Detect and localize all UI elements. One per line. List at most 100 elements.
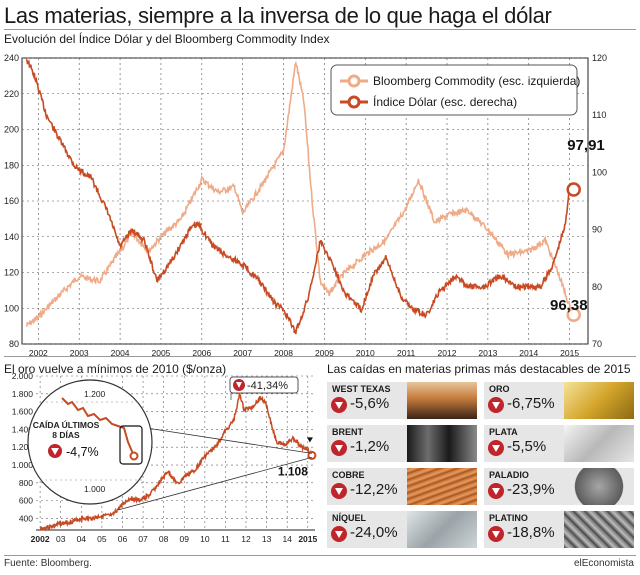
gold-y-tick-label: 1.000 xyxy=(12,460,34,470)
fall-change: -24,0% xyxy=(350,524,398,541)
down-arrow-icon xyxy=(331,397,347,413)
gold-x-tick-label: 2015 xyxy=(298,534,317,544)
x-tick-label: 2009 xyxy=(315,348,334,358)
y-right-tick-label: 80 xyxy=(592,282,602,292)
gold-chart: 2.000 1.800 1.600 1.400 1.200 1.000 800 600 400 2… xyxy=(12,372,318,544)
fall-panel: NÍQUEL -24,0% xyxy=(327,511,477,548)
fall-name: PLATA xyxy=(489,427,518,437)
gold-x-tick-label: 04 xyxy=(77,534,87,544)
fall-change: -12,2% xyxy=(350,481,398,498)
inset-tick-1000: 1.000 xyxy=(84,484,106,494)
inset-connector-top xyxy=(139,426,312,454)
gold-y-tick-label: 1.600 xyxy=(12,407,34,417)
fall-panel: PLATINO -18,8% xyxy=(484,511,634,548)
y-right-tick-label: 70 xyxy=(592,339,602,349)
fall-name: WEST TEXAS xyxy=(332,384,391,394)
x-tick-label: 2005 xyxy=(151,348,170,358)
y-left-tick-label: 240 xyxy=(4,53,19,63)
brand-label: elEconomista xyxy=(573,558,634,569)
y-left-tick-label: 120 xyxy=(4,268,19,278)
x-tick-label: 2006 xyxy=(192,348,211,358)
x-tick-label: 2015 xyxy=(560,348,579,358)
gold-y-tick-label: 800 xyxy=(19,478,33,488)
gold-x-tick-label: 09 xyxy=(180,534,190,544)
down-arrow-icon xyxy=(488,483,504,499)
dollar-commodity-chart: 80 100 120 140 160 180 200 220 240 70 80 90 100 110 12… xyxy=(4,53,607,358)
legend-dollar-label: Índice Dólar (esc. derecha) xyxy=(373,94,517,109)
x-tick-label: 2008 xyxy=(274,348,293,358)
top-chart-annotations: 97,91 96,38 xyxy=(550,137,605,322)
y-right-tick-label: 100 xyxy=(592,167,607,177)
fall-name: PLATINO xyxy=(489,513,528,523)
divider-top xyxy=(4,29,636,30)
commodity-photo xyxy=(407,382,477,419)
fall-name: COBRE xyxy=(332,470,365,480)
x-tick-label: 2010 xyxy=(356,348,375,358)
gold-chart-annotations: 1.108 -41,34% xyxy=(229,376,317,478)
gold-x-tick-label: 14 xyxy=(282,534,292,544)
inset-connector-bottom xyxy=(117,457,313,511)
x-tick-label: 2003 xyxy=(70,348,89,358)
fall-panel: PLATA -5,5% xyxy=(484,425,634,462)
commodity-end-label: 96,38 xyxy=(550,297,588,314)
gold-y-tick-label: 2.000 xyxy=(12,372,34,381)
fall-panel: ORO -6,75% xyxy=(484,382,634,419)
fall-change: -5,6% xyxy=(350,395,390,412)
down-arrow-icon xyxy=(488,526,504,542)
down-arrow-icon xyxy=(331,526,347,542)
inset-highlight-box xyxy=(119,425,143,465)
fall-change: -1,2% xyxy=(350,438,390,455)
fall-panel: WEST TEXAS -5,6% xyxy=(327,382,477,419)
page-subtitle: Evolución del Índice Dólar y del Bloombe… xyxy=(4,32,330,46)
commodity-photo xyxy=(564,468,634,505)
top-chart-ticks: 80 100 120 140 160 180 200 220 240 70 80 90 100 110 12… xyxy=(4,53,607,358)
commodity-line xyxy=(25,60,575,327)
drop-arrow-glyph xyxy=(236,382,242,388)
inset-circle xyxy=(27,379,153,505)
commodity-photo xyxy=(564,511,634,548)
source-note: Fuente: Bloomberg. xyxy=(4,558,92,569)
x-tick-label: 2014 xyxy=(519,348,538,358)
fall-change: -23,9% xyxy=(507,481,555,498)
commodity-photo xyxy=(407,425,477,462)
gold-y-tick-label: 400 xyxy=(19,513,33,523)
y-right-tick-label: 90 xyxy=(592,225,602,235)
commodity-photo xyxy=(407,511,477,548)
gold-x-tick-label: 10 xyxy=(200,534,210,544)
inset-change-label: -4,7% xyxy=(66,445,99,459)
gold-end-marker xyxy=(307,450,317,460)
commodity-photo xyxy=(564,382,634,419)
dollar-end-marker xyxy=(566,182,581,197)
falls-title: Las caídas en materias primas más destac… xyxy=(327,362,631,376)
dollar-end-label: 97,91 xyxy=(567,137,605,154)
inset-tick-1200: 1.200 xyxy=(84,389,106,399)
gold-x-tick-label: 2002 xyxy=(31,534,50,544)
y-left-tick-label: 160 xyxy=(4,196,19,206)
commodity-end-marker xyxy=(566,307,581,322)
y-left-tick-label: 100 xyxy=(4,303,19,313)
inset-end-marker xyxy=(129,451,139,461)
y-left-tick-label: 180 xyxy=(4,160,19,170)
gold-end-triangle xyxy=(306,437,313,443)
gold-y-tick-label: 600 xyxy=(19,496,33,506)
divider-middle xyxy=(4,356,636,357)
gold-x-tick-label: 07 xyxy=(138,534,148,544)
gold-line xyxy=(39,392,313,532)
fall-panel: COBRE -12,2% xyxy=(327,468,477,505)
y-left-tick-label: 220 xyxy=(4,89,19,99)
fall-name: PALADIO xyxy=(489,470,529,480)
down-arrow-icon xyxy=(488,440,504,456)
gold-x-tick-label: 08 xyxy=(159,534,169,544)
drop-label: -41,34% xyxy=(247,380,288,392)
dollar-line xyxy=(25,58,575,335)
down-arrow-icon xyxy=(488,397,504,413)
gold-x-tick-label: 06 xyxy=(118,534,128,544)
y-left-tick-label: 140 xyxy=(4,232,19,242)
y-right-tick-label: 120 xyxy=(592,53,607,63)
gold-y-tick-label: 1.800 xyxy=(12,389,34,399)
inset-arrow-glyph xyxy=(51,448,59,455)
fall-name: NÍQUEL xyxy=(332,513,367,523)
gold-chart-series xyxy=(39,392,313,532)
inset-title-line1: CAÍDA ÚLTIMOS xyxy=(33,419,100,430)
